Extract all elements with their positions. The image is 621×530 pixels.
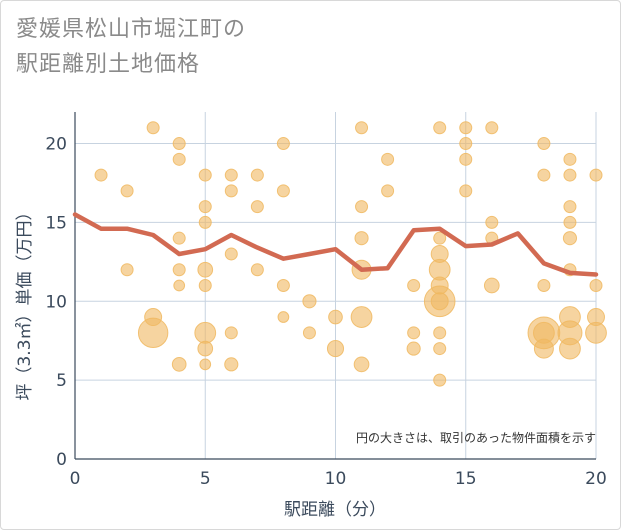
- price-bubble: [533, 338, 554, 359]
- price-bubble: [459, 121, 473, 135]
- price-bubble: [559, 306, 581, 328]
- y-tick-labels: 0 5 10 15 20: [45, 135, 67, 470]
- price-bubble: [350, 306, 373, 328]
- average-price-line: [72, 212, 599, 277]
- price-bubble: [354, 231, 369, 246]
- price-bubble: [224, 247, 238, 261]
- price-bubble: [353, 356, 370, 373]
- price-bubble: [381, 184, 395, 198]
- price-bubble: [224, 357, 239, 372]
- price-bubble: [198, 168, 212, 182]
- price-bubble: [537, 279, 551, 292]
- price-bubble: [144, 308, 163, 327]
- price-bubble: [430, 244, 449, 263]
- price-bubble: [120, 263, 134, 277]
- price-bubble: [94, 168, 108, 182]
- x-axis-label: 駅距離（分）: [284, 500, 386, 520]
- x-tick-label: 15: [455, 469, 477, 489]
- price-bubble: [485, 121, 499, 135]
- x-tick-label: 20: [585, 469, 607, 489]
- price-bubble: [172, 231, 186, 245]
- price-bubble: [199, 358, 212, 371]
- x-tick-label: 0: [70, 469, 81, 489]
- price-bubble: [459, 152, 473, 166]
- price-bubble: [146, 121, 160, 135]
- price-bubble: [407, 326, 421, 340]
- price-bubble: [302, 326, 316, 340]
- price-bubble: [407, 279, 421, 292]
- price-bubble: [355, 200, 369, 214]
- title-line-2: 駅距離別土地価格: [16, 52, 201, 77]
- y-tick-label: 15: [45, 213, 67, 233]
- price-bubble: [381, 152, 395, 166]
- price-bubble: [224, 184, 238, 198]
- price-bubble: [302, 294, 317, 309]
- price-bubble: [563, 168, 577, 182]
- price-bubble: [433, 231, 447, 245]
- x-tick-labels: 0 5 10 15 20: [70, 469, 607, 489]
- price-bubble: [328, 309, 343, 325]
- price-bubble: [589, 279, 603, 292]
- price-bubble: [276, 137, 290, 151]
- price-bubble: [194, 321, 217, 344]
- price-bubble: [250, 168, 264, 182]
- price-bubble: [171, 357, 187, 372]
- price-bubble: [587, 308, 605, 327]
- price-bubble: [173, 279, 186, 292]
- price-bubble: [563, 200, 577, 214]
- price-bubble: [172, 263, 186, 277]
- chart-title: 愛媛県松山市堀江町の 駅距離別土地価格: [16, 12, 246, 82]
- price-bubble: [224, 326, 238, 340]
- price-bubble: [459, 137, 473, 151]
- y-axis-label: 坪（3.3㎡）単価（万円）: [15, 203, 35, 400]
- price-bubble: [224, 168, 238, 182]
- price-bubble: [198, 200, 212, 214]
- price-bubble: [250, 200, 264, 214]
- price-bubble: [563, 152, 577, 166]
- title-line-1: 愛媛県松山市堀江町の: [16, 17, 247, 42]
- price-bubble: [433, 373, 447, 387]
- price-bubble: [537, 137, 551, 151]
- price-bubble: [197, 261, 214, 278]
- price-bubble: [250, 263, 264, 277]
- y-tick-label: 0: [56, 450, 67, 470]
- price-bubble: [172, 152, 186, 166]
- price-bubble: [326, 340, 345, 358]
- price-bubble: [355, 121, 369, 135]
- y-tick-label: 5: [56, 371, 67, 391]
- price-bubble: [485, 215, 499, 229]
- price-bubble: [433, 326, 447, 340]
- bubble-series: [94, 121, 607, 387]
- price-bubble: [198, 279, 212, 292]
- price-bubble: [433, 342, 447, 356]
- price-bubble: [276, 279, 290, 292]
- price-bubble: [197, 340, 214, 357]
- price-bubble: [537, 168, 551, 182]
- price-bubble: [277, 311, 290, 323]
- price-bubble: [483, 277, 500, 294]
- price-bubble: [172, 137, 186, 151]
- price-bubble: [563, 215, 577, 229]
- price-bubble: [430, 292, 449, 311]
- price-bubble: [198, 215, 212, 229]
- price-bubble: [406, 341, 421, 356]
- x-tick-label: 5: [200, 469, 211, 489]
- price-bubble: [589, 168, 603, 182]
- price-bubble: [559, 337, 581, 360]
- price-bubble: [459, 184, 473, 198]
- y-tick-label: 10: [45, 292, 67, 312]
- x-tick-label: 10: [325, 469, 347, 489]
- price-bubble: [433, 121, 447, 135]
- bubble-size-note: 円の大きさは、取引のあった物件面積を示す: [356, 430, 596, 445]
- price-bubble: [276, 184, 290, 198]
- price-bubble: [562, 231, 578, 246]
- price-bubble: [430, 276, 449, 295]
- price-bubble: [120, 184, 134, 198]
- y-tick-label: 20: [45, 135, 67, 155]
